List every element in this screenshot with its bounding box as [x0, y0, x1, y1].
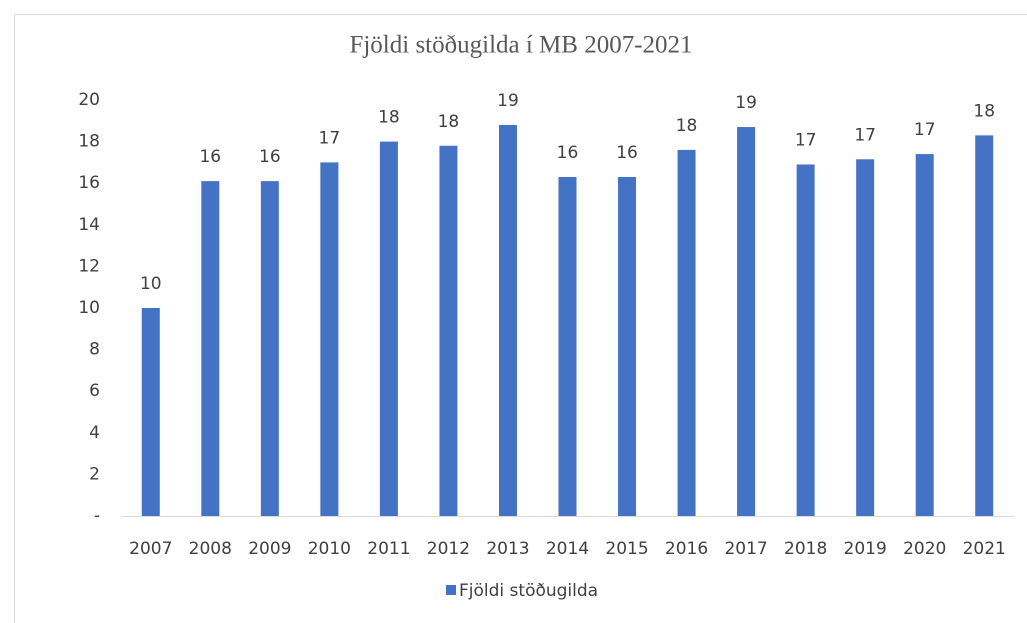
bar — [439, 145, 458, 516]
data-label: 16 — [259, 147, 281, 167]
y-tick-label: 20 — [78, 90, 100, 110]
x-tick-label: 2019 — [844, 539, 887, 559]
bar — [677, 149, 696, 517]
y-tick-label: 10 — [78, 298, 100, 318]
data-label: 16 — [199, 147, 221, 167]
legend-label: Fjöldi stöðugilda — [459, 581, 598, 601]
y-tick-label: 4 — [89, 423, 100, 443]
data-label: 17 — [319, 128, 341, 148]
data-label: 18 — [676, 116, 698, 136]
bar — [558, 176, 577, 516]
x-tick-label: 2014 — [546, 539, 589, 559]
data-label: 18 — [973, 101, 995, 121]
y-tick-label: - — [94, 506, 100, 526]
data-label: 17 — [854, 125, 876, 145]
bar — [260, 181, 279, 516]
y-tick-label: 18 — [78, 132, 100, 152]
bar — [201, 181, 220, 516]
y-tick-label: 2 — [89, 464, 100, 484]
x-tick-label: 2011 — [367, 539, 410, 559]
x-tick-label: 2012 — [427, 539, 470, 559]
data-label: 16 — [616, 143, 638, 163]
bar — [856, 159, 875, 516]
bar — [975, 135, 994, 517]
x-tick-label: 2010 — [308, 539, 351, 559]
data-label: 19 — [735, 93, 757, 113]
bar — [796, 164, 815, 517]
data-label: 16 — [557, 143, 579, 163]
data-label: 17 — [795, 130, 817, 150]
x-tick-label: 2018 — [784, 539, 827, 559]
chart-border — [14, 14, 1027, 623]
data-label: 19 — [497, 91, 519, 111]
x-tick-label: 2020 — [903, 539, 946, 559]
chart-title: Fjöldi stöðugilda í MB 2007-2021 — [349, 32, 692, 59]
bar — [379, 141, 398, 516]
data-label: 10 — [140, 274, 162, 294]
bar — [915, 154, 934, 516]
y-tick-label: 12 — [78, 256, 100, 276]
x-tick-label: 2021 — [963, 539, 1006, 559]
x-tick-label: 2016 — [665, 539, 708, 559]
x-tick-label: 2008 — [189, 539, 232, 559]
y-tick-label: 8 — [89, 340, 100, 360]
data-label: 18 — [378, 108, 400, 128]
x-tick-label: 2015 — [605, 539, 648, 559]
x-tick-label: 2007 — [129, 539, 172, 559]
x-tick-label: 2017 — [724, 539, 767, 559]
data-label: 18 — [438, 112, 460, 132]
legend-swatch — [446, 585, 456, 595]
x-tick-label: 2009 — [248, 539, 291, 559]
x-tick-label: 2013 — [486, 539, 529, 559]
bar — [498, 124, 517, 517]
bar — [737, 127, 756, 516]
bar — [618, 176, 637, 516]
y-tick-label: 6 — [89, 381, 100, 401]
bar — [320, 162, 339, 516]
data-label: 17 — [914, 120, 936, 140]
bar — [141, 308, 160, 516]
y-tick-label: 16 — [78, 173, 100, 193]
y-tick-label: 14 — [78, 215, 100, 235]
